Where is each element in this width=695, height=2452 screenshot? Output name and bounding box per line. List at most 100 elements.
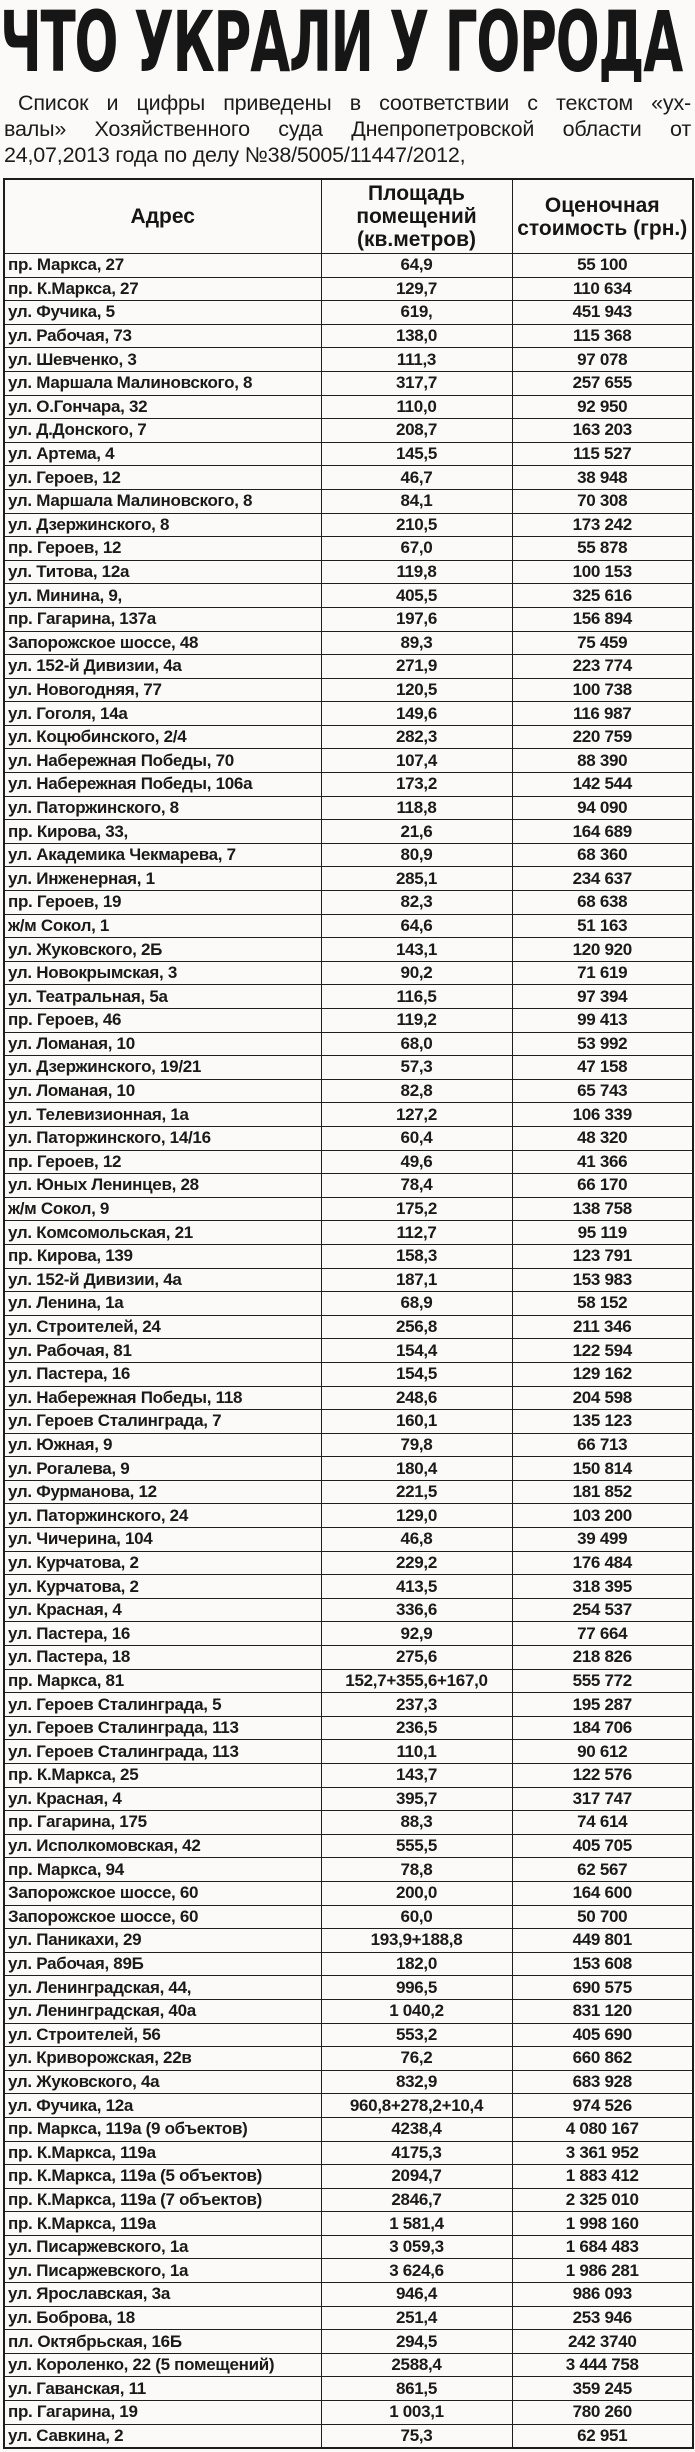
address-cell: ул. Ленинградская, 40а — [3, 1998, 322, 2024]
area-cell: 68,0 — [320, 1031, 513, 1057]
value-cell: 122 594 — [511, 1338, 694, 1363]
value-cell: 47 158 — [511, 1055, 694, 1080]
address-cell: ул. Паторжинского, 8 — [3, 795, 322, 821]
table-row: ул. Савкина, 2 75,3 62 951 — [3, 2423, 694, 2449]
address-cell: ул. О.Гончара, 32 — [3, 394, 322, 420]
table-row: пр. К.Маркса, 119а 1 581,4 1 998 160 — [3, 2211, 694, 2236]
area-cell: 60,0 — [320, 1904, 513, 1930]
stolen-property-table: Адрес Площадь помещений (кв.метров) Оцен… — [3, 178, 694, 2449]
value-cell: 135 123 — [511, 1409, 694, 1434]
value-cell: 95 119 — [511, 1220, 694, 1245]
table-row: пр. Героев, 12 49,6 41 366 — [3, 1149, 694, 1175]
area-cell: 57,3 — [320, 1055, 513, 1080]
area-cell: 149,6 — [320, 701, 513, 726]
table-row: пр. К.Маркса, 119а (7 объектов) 2846,7 2 3… — [3, 2187, 694, 2213]
address-cell: ул. Рабочая, 81 — [3, 1338, 322, 1363]
address-cell: Запорожское шоссе, 60 — [3, 1880, 322, 1906]
area-cell: 180,4 — [320, 1456, 513, 1481]
address-cell: ул. Паторжинского, 14/16 — [3, 1125, 322, 1151]
value-cell: 690 575 — [511, 1975, 694, 2000]
value-cell: 88 390 — [511, 748, 694, 774]
area-cell: 110,0 — [320, 394, 513, 420]
intro-line: 24,07,2013 года по делу №38/5005/11447/2… — [4, 143, 466, 167]
address-cell: ул. Артема, 4 — [3, 441, 322, 467]
area-cell: 64,9 — [320, 253, 513, 278]
area-cell: 555,5 — [320, 1833, 513, 1859]
address-cell: ул. Пастера, 16 — [3, 1361, 322, 1387]
value-cell: 138 758 — [511, 1196, 694, 1222]
address-cell: ул. Героев Сталинграда, 7 — [3, 1409, 322, 1434]
address-cell: пр. Героев, 12 — [3, 536, 322, 561]
area-cell: 285,1 — [320, 866, 513, 892]
value-cell: 1 684 483 — [511, 2234, 694, 2260]
table-row: ул. 152-й Дивизии, 4а 271,9 223 774 — [3, 654, 694, 679]
value-cell: 92 950 — [511, 394, 694, 420]
table-row: ул. Строителей, 56 553,2 405 690 — [3, 2022, 694, 2048]
address-cell: ул. Ярославская, 3а — [3, 2282, 322, 2307]
table-row: Запорожское шоссе, 60 60,0 50 700 — [3, 1904, 694, 1930]
area-cell: 553,2 — [320, 2022, 513, 2048]
value-cell: 325 616 — [511, 583, 694, 608]
value-cell: 254 537 — [511, 1597, 694, 1623]
value-cell: 4 080 167 — [511, 2116, 694, 2142]
address-cell: пр. Гагарина, 19 — [3, 2400, 322, 2425]
address-cell: ул. Ломаная, 10 — [3, 1031, 322, 1057]
value-cell: 220 759 — [511, 724, 694, 750]
column-header-address: Адрес — [3, 178, 322, 254]
table-row: ул. Новогодняя, 77 120,5 100 738 — [3, 677, 694, 703]
address-cell: ул. Писаржевского, 1а — [3, 2258, 322, 2284]
area-cell: 2846,7 — [320, 2187, 513, 2213]
value-cell: 58 152 — [511, 1291, 694, 1316]
value-cell: 77 664 — [511, 1621, 694, 1647]
value-cell: 184 706 — [511, 1715, 694, 1741]
value-cell: 318 395 — [511, 1574, 694, 1599]
address-cell: пр. Героев, 19 — [3, 890, 322, 915]
table-row: пр. Героев, 19 82,3 68 638 — [3, 890, 694, 915]
address-cell: пр. Кирова, 33, — [3, 819, 322, 844]
address-cell: пл. Октябрьская, 16Б — [3, 2329, 322, 2354]
area-cell: 182,0 — [320, 1951, 513, 1977]
table-row: ул. Пастера, 16 154,5 129 162 — [3, 1361, 694, 1387]
area-cell: 208,7 — [320, 418, 513, 443]
table-row: ул. Шевченко, 3 111,3 97 078 — [3, 347, 694, 372]
area-cell: 1 040,2 — [320, 1998, 513, 2024]
table-row: ул. Набережная Победы, 70 107,4 88 390 — [3, 748, 694, 774]
area-cell: 4238,4 — [320, 2116, 513, 2142]
table-row: пр. К.Маркса, 119а (5 объектов) 2094,7 1 8… — [3, 2164, 694, 2189]
area-cell: 237,3 — [320, 1692, 513, 1717]
area-cell: 619, — [320, 300, 513, 325]
area-cell: 336,6 — [320, 1597, 513, 1623]
value-cell: 51 163 — [511, 913, 694, 939]
address-cell: ул. Коцюбинского, 2/4 — [3, 724, 322, 750]
table-row: пр. Маркса, 27 64,9 55 100 — [3, 253, 694, 278]
address-cell: Запорожское шоссе, 60 — [3, 1904, 322, 1930]
table-row: ул. Дзержинского, 8 210,5 173 242 — [3, 512, 694, 538]
area-cell: 80,9 — [320, 842, 513, 868]
area-cell: 79,8 — [320, 1432, 513, 1458]
address-cell: Запорожское шоссе, 48 — [3, 630, 322, 656]
area-cell: 271,9 — [320, 654, 513, 679]
table-row: ул. Паторжинского, 14/16 60,4 48 320 — [3, 1125, 694, 1151]
address-cell: пр. К.Маркса, 27 — [3, 276, 322, 302]
table-row: пр. Гагарина, 175 88,3 74 614 — [3, 1810, 694, 1835]
table-row: ул. Строителей, 24 256,8 211 346 — [3, 1314, 694, 1340]
address-cell: ул. Героев Сталинграда, 113 — [3, 1715, 322, 1741]
table-row: пр. Кирова, 33, 21,6 164 689 — [3, 819, 694, 844]
address-cell: ул. Набережная Победы, 70 — [3, 748, 322, 774]
table-row: ж/м Сокол, 9 175,2 138 758 — [3, 1196, 694, 1222]
address-cell: ул. Гоголя, 14а — [3, 701, 322, 726]
table-row: ул. Маршала Малиновского, 8 84,1 70 308 — [3, 488, 694, 514]
address-cell: ул. Титова, 12а — [3, 559, 322, 585]
address-cell: ул. Шевченко, 3 — [3, 347, 322, 372]
address-cell: ул. Строителей, 24 — [3, 1314, 322, 1340]
area-cell: 3 624,6 — [320, 2258, 513, 2284]
area-cell: 248,6 — [320, 1385, 513, 1411]
address-cell: ул. Дзержинского, 19/21 — [3, 1055, 322, 1080]
area-cell: 173,2 — [320, 772, 513, 797]
address-cell: ул. Строителей, 56 — [3, 2022, 322, 2048]
value-cell: 97 394 — [511, 984, 694, 1009]
area-cell: 229,2 — [320, 1550, 513, 1576]
value-cell: 257 655 — [511, 370, 694, 396]
value-cell: 986 093 — [511, 2282, 694, 2307]
